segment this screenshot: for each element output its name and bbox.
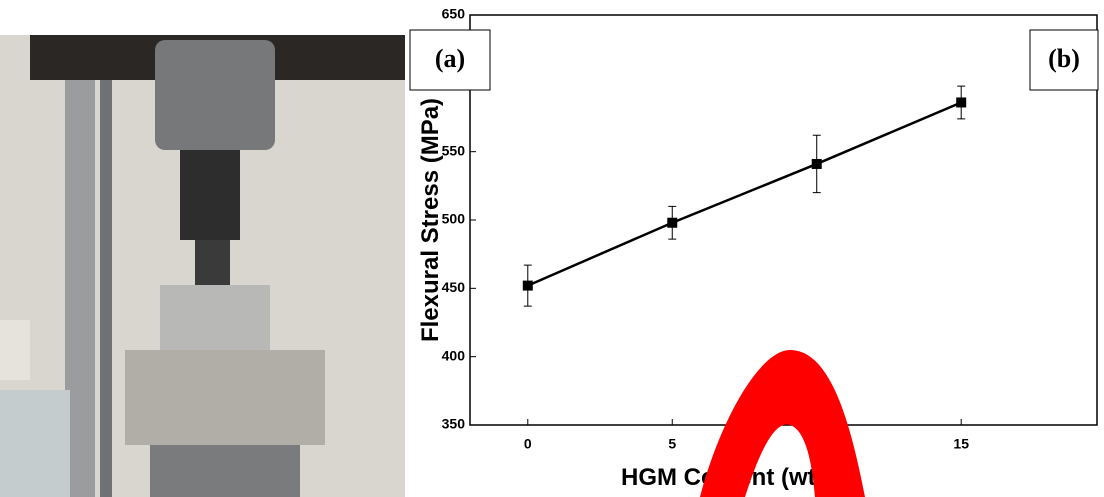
x-tick-label: 0 [524,436,532,452]
y-tick-label: 550 [442,142,466,158]
data-point [956,97,966,107]
figure: 350400450500550600650051015 Flexural Str… [0,0,1104,497]
data-point [812,159,822,169]
y-axis-title: Flexural Stress (MPa) [417,98,444,342]
panel-label: (b) [1048,44,1080,73]
data-line [528,102,961,285]
y-tick-label: 500 [442,211,466,227]
data-point [523,281,533,291]
panel-label: (a) [435,44,465,73]
y-tick-label: 350 [442,416,466,432]
y-tick-label: 650 [442,6,466,22]
x-tick-label: 15 [953,436,969,452]
x-tick-label: 5 [668,436,676,452]
y-tick-label: 450 [442,279,466,295]
y-tick-label: 400 [442,347,466,363]
data-point [667,218,677,228]
photo [0,35,405,497]
